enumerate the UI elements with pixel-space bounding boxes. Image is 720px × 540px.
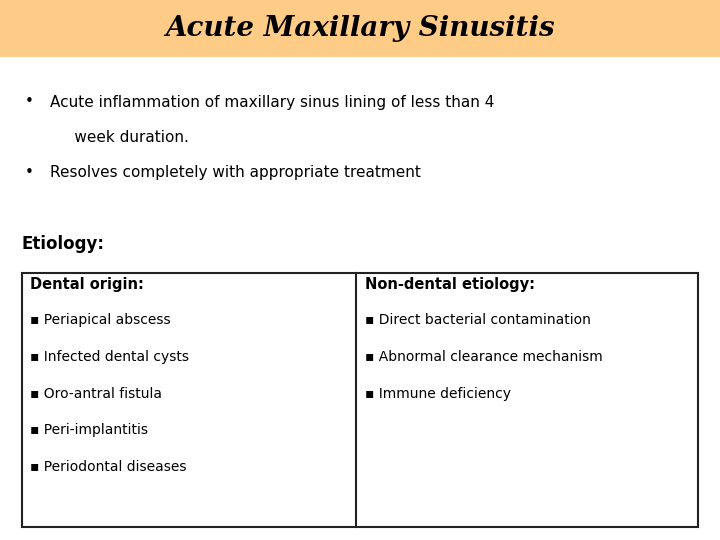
Text: ▪ Oro-antral fistula: ▪ Oro-antral fistula <box>30 387 162 401</box>
Text: Resolves completely with appropriate treatment: Resolves completely with appropriate tre… <box>50 165 421 180</box>
Text: Acute Maxillary Sinusitis: Acute Maxillary Sinusitis <box>165 15 555 42</box>
Text: ▪ Direct bacterial contamination: ▪ Direct bacterial contamination <box>365 313 591 327</box>
Text: •: • <box>25 94 34 110</box>
FancyBboxPatch shape <box>0 0 720 57</box>
FancyBboxPatch shape <box>22 273 698 526</box>
Text: ▪ Peri-implantitis: ▪ Peri-implantitis <box>30 423 148 437</box>
Text: Acute inflammation of maxillary sinus lining of less than 4: Acute inflammation of maxillary sinus li… <box>50 94 495 110</box>
Text: ▪ Immune deficiency: ▪ Immune deficiency <box>365 387 511 401</box>
Text: ▪ Periodontal diseases: ▪ Periodontal diseases <box>30 460 186 474</box>
Text: Etiology:: Etiology: <box>22 235 104 253</box>
Text: Dental origin:: Dental origin: <box>30 277 144 292</box>
Text: week duration.: week duration. <box>50 130 189 145</box>
Text: ▪ Infected dental cysts: ▪ Infected dental cysts <box>30 350 189 364</box>
Text: ▪ Periapical abscess: ▪ Periapical abscess <box>30 313 171 327</box>
Text: Non-dental etiology:: Non-dental etiology: <box>365 277 535 292</box>
Text: •: • <box>25 165 34 180</box>
Text: ▪ Abnormal clearance mechanism: ▪ Abnormal clearance mechanism <box>365 350 603 364</box>
